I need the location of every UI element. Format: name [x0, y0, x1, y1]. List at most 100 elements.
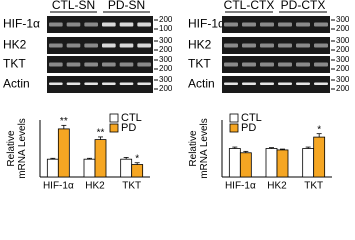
gel-band: [242, 62, 256, 67]
bar: [302, 148, 315, 178]
gel-band: [242, 43, 256, 48]
gel-band: [119, 43, 134, 48]
size-marker: 200: [159, 84, 173, 93]
x-tick-label: TKT: [122, 181, 141, 192]
size-marker: 200: [336, 84, 350, 93]
gel-row-label: TKT: [188, 57, 211, 71]
size-marker: 200: [336, 64, 350, 73]
legend-label: PD: [121, 122, 136, 134]
gel-row-label: HIF-1α: [3, 17, 40, 31]
gel-header: PD-CTX: [281, 0, 326, 12]
gel-band: [296, 22, 310, 27]
size-marker: 200: [159, 15, 173, 24]
gel-band: [224, 82, 238, 85]
gel-image: [222, 76, 330, 93]
gel-band: [49, 43, 63, 48]
bar: [131, 164, 144, 178]
x-tick-label: HIF-1α: [225, 181, 256, 192]
size-marker: 300: [336, 55, 350, 64]
gel-band: [242, 22, 256, 27]
gel-image: [47, 76, 153, 93]
bar: [239, 152, 252, 178]
gel-band: [296, 43, 310, 48]
legend-label: PD: [241, 122, 256, 134]
legend-swatch: [109, 113, 119, 123]
gel-row-label: Actin: [188, 77, 215, 91]
gel-band: [137, 82, 151, 85]
gel-row-label: HK2: [3, 38, 27, 52]
gel-band: [84, 43, 98, 48]
gel-band: [66, 82, 81, 85]
bar: [57, 128, 70, 178]
gel-band: [49, 22, 63, 27]
gel-band: [102, 22, 116, 27]
gel-band: [137, 22, 151, 27]
bar: [313, 136, 326, 178]
y-axis-label-line: mRNA Levels: [17, 118, 28, 179]
gel-band: [66, 62, 81, 67]
gel-band: [242, 82, 256, 85]
gel-header: CTL-SN: [52, 0, 95, 12]
gel-band: [102, 43, 116, 48]
gel-band: [278, 62, 292, 67]
size-marker: 100: [159, 24, 173, 33]
gel-band: [102, 82, 116, 85]
bar: [46, 158, 59, 178]
significance: **: [97, 128, 105, 139]
legend-swatch: [229, 123, 239, 133]
size-marker: 200: [159, 45, 173, 54]
gel-band: [66, 43, 81, 48]
bar: [83, 158, 96, 178]
y-axis-label-line: mRNA Levels: [199, 118, 210, 179]
size-marker: 300: [159, 55, 173, 64]
legend-label: CTL: [121, 112, 142, 124]
size-marker: 300: [336, 75, 350, 84]
bar: [265, 148, 278, 178]
legend-swatch: [109, 123, 119, 133]
size-marker: 300: [336, 36, 350, 45]
gel-band: [84, 62, 98, 67]
significance: *: [135, 153, 139, 164]
gel-band: [278, 82, 292, 85]
legend-swatch: [229, 113, 239, 123]
size-marker: 300: [159, 36, 173, 45]
size-marker: 200: [336, 45, 350, 54]
x-tick-label: HK2: [85, 181, 105, 192]
gel-band: [296, 82, 310, 85]
bar: [94, 139, 107, 178]
gel-image: [47, 56, 153, 73]
x-tick-label: TKT: [304, 181, 323, 192]
gel-row-label: Actin: [3, 77, 30, 91]
gel-row-label: HK2: [188, 38, 212, 52]
gel-band: [260, 82, 274, 85]
gel-band: [278, 22, 292, 27]
size-marker: 300: [336, 15, 350, 24]
gel-band: [119, 22, 134, 27]
gel-band: [224, 22, 238, 27]
legend-label: CTL: [241, 112, 262, 124]
size-marker: 300: [159, 75, 173, 84]
size-marker: 200: [159, 64, 173, 73]
bar: [228, 148, 241, 178]
gel-image: [47, 16, 153, 33]
significance: **: [60, 116, 68, 127]
gel-header: PD-SN: [108, 0, 145, 12]
gel-band: [84, 22, 98, 27]
gel-band: [66, 22, 81, 27]
gel-band: [314, 62, 328, 67]
x-tick-label: HK2: [267, 181, 287, 192]
gel-image: [47, 37, 153, 54]
gel-row-label: TKT: [3, 57, 26, 71]
gel-band: [119, 62, 134, 67]
significance: *: [317, 124, 321, 135]
gel-band: [137, 43, 151, 48]
gel-band: [49, 82, 63, 85]
y-axis-label: RelativemRNA Levels: [6, 118, 28, 179]
gel-band: [260, 43, 274, 48]
gel-band: [224, 62, 238, 67]
gel-image: [222, 16, 330, 33]
gel-band: [314, 82, 328, 85]
gel-band: [314, 22, 328, 27]
gel-image: [222, 37, 330, 54]
